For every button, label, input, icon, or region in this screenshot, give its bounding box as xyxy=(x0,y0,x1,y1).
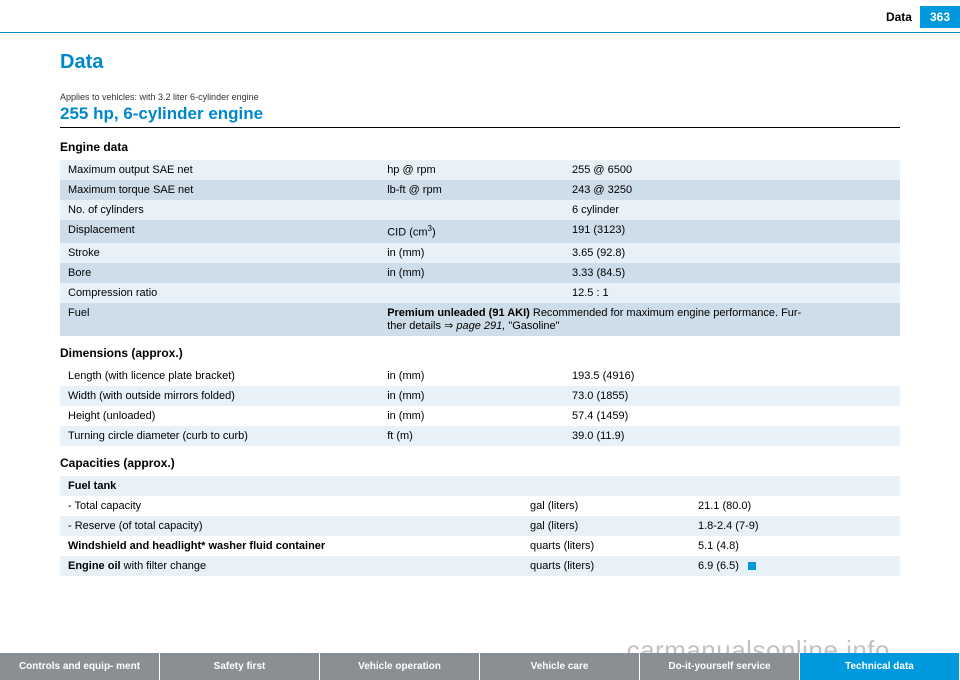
cell-unit: in (mm) xyxy=(379,243,564,263)
nav-care[interactable]: Vehicle care xyxy=(480,653,640,680)
table-row: Borein (mm)3.33 (84.5) xyxy=(60,263,900,283)
fuel-row: Fuel Premium unleaded (91 AKI) Recommend… xyxy=(60,303,900,336)
cell-label: Length (with licence plate bracket) xyxy=(60,366,379,386)
windshield-label: Windshield and headlight* washer fluid c… xyxy=(60,536,522,556)
cell-label: - Reserve (of total capacity) xyxy=(60,516,522,536)
table-row: Strokein (mm)3.65 (92.8) xyxy=(60,243,900,263)
engine-table: Maximum output SAE nethp @ rpm255 @ 6500… xyxy=(60,160,900,336)
fuel-l2b: page 291, xyxy=(456,320,505,332)
nav-safety[interactable]: Safety first xyxy=(160,653,320,680)
fuel-tank-label: Fuel tank xyxy=(60,476,522,496)
cell-unit: in (mm) xyxy=(379,386,564,406)
nav-operation[interactable]: Vehicle operation xyxy=(320,653,480,680)
cell-label: Displacement xyxy=(60,220,379,243)
applies-note: Applies to vehicles: with 3.2 liter 6-cy… xyxy=(60,92,900,102)
cell-unit: CID (cm3) xyxy=(379,220,564,243)
windshield-unit: quarts (liters) xyxy=(522,536,690,556)
table-row: Height (unloaded)in (mm)57.4 (1459) xyxy=(60,406,900,426)
cell-value: 243 @ 3250 xyxy=(564,180,900,200)
cell-value: 3.33 (84.5) xyxy=(564,263,900,283)
cell-unit: in (mm) xyxy=(379,366,564,386)
dimensions-heading: Dimensions (approx.) xyxy=(60,346,900,360)
capacities-table: Fuel tank - Total capacitygal (liters)21… xyxy=(60,476,900,576)
table-row: Turning circle diameter (curb to curb)ft… xyxy=(60,426,900,446)
table-row: No. of cylinders 6 cylinder xyxy=(60,200,900,220)
cell-value: 39.0 (11.9) xyxy=(564,426,900,446)
cell-unit: hp @ rpm xyxy=(379,160,564,180)
bottom-nav: Controls and equip- ment Safety first Ve… xyxy=(0,653,960,680)
table-row: DisplacementCID (cm3)191 (3123) xyxy=(60,220,900,243)
cell-value: 57.4 (1459) xyxy=(564,406,900,426)
cell-value: 3.65 (92.8) xyxy=(564,243,900,263)
arrow-icon: ⇒ xyxy=(444,320,456,332)
nav-diy[interactable]: Do-it-yourself service xyxy=(640,653,800,680)
cell-label: Width (with outside mirrors folded) xyxy=(60,386,379,406)
cell-unit: gal (liters) xyxy=(522,516,690,536)
table-row: Compression ratio 12.5 : 1 xyxy=(60,283,900,303)
table-row: Maximum output SAE nethp @ rpm255 @ 6500 xyxy=(60,160,900,180)
table-row: - Reserve (of total capacity)gal (liters… xyxy=(60,516,900,536)
fuel-l2a: ther details xyxy=(387,320,444,332)
oil-label: Engine oil with filter change xyxy=(60,556,522,576)
oil-label-rest: with filter change xyxy=(121,560,207,572)
cell-label: Maximum torque SAE net xyxy=(60,180,379,200)
table-row: Length (with licence plate bracket)in (m… xyxy=(60,366,900,386)
dimensions-table: Length (with licence plate bracket)in (m… xyxy=(60,366,900,446)
oil-label-bold: Engine oil xyxy=(68,560,121,572)
header-title: Data xyxy=(886,10,912,24)
cell-unit: lb-ft @ rpm xyxy=(379,180,564,200)
cell-unit xyxy=(379,283,564,303)
cell-value: 1.8-2.4 (7-9) xyxy=(690,516,900,536)
capacities-heading: Capacities (approx.) xyxy=(60,456,900,470)
end-marker-icon xyxy=(748,562,756,570)
cell-label: Height (unloaded) xyxy=(60,406,379,426)
cell-unit: in (mm) xyxy=(379,406,564,426)
engine-heading: Engine data xyxy=(60,140,900,154)
fuel-l2c: "Gasoline" xyxy=(505,320,559,332)
fuel-lead: Premium unleaded (91 AKI) xyxy=(387,307,530,319)
cell-label: Compression ratio xyxy=(60,283,379,303)
content: Data Applies to vehicles: with 3.2 liter… xyxy=(0,33,960,576)
page-number: 363 xyxy=(920,6,960,28)
cell-value: 193.5 (4916) xyxy=(564,366,900,386)
cell-value: 255 @ 6500 xyxy=(564,160,900,180)
cell-label: Turning circle diameter (curb to curb) xyxy=(60,426,379,446)
cell-value: 191 (3123) xyxy=(564,220,900,243)
header-bar: Data 363 xyxy=(0,0,960,33)
fuel-text: Premium unleaded (91 AKI) Recommended fo… xyxy=(379,303,900,336)
cell-unit: gal (liters) xyxy=(522,496,690,516)
subtitle: 255 hp, 6-cylinder engine xyxy=(60,104,900,128)
oil-value-text: 6.9 (6.5) xyxy=(698,560,739,572)
cell-value: 6 cylinder xyxy=(564,200,900,220)
cell-label: - Total capacity xyxy=(60,496,522,516)
nav-controls[interactable]: Controls and equip- ment xyxy=(0,653,160,680)
cell-label: Maximum output SAE net xyxy=(60,160,379,180)
cell-unit: ft (m) xyxy=(379,426,564,446)
fuel-label: Fuel xyxy=(60,303,379,336)
nav-technical[interactable]: Technical data xyxy=(800,653,960,680)
fuel-tank-header: Fuel tank xyxy=(60,476,900,496)
cell-value: 12.5 : 1 xyxy=(564,283,900,303)
oil-unit: quarts (liters) xyxy=(522,556,690,576)
cell-label: Bore xyxy=(60,263,379,283)
table-row: Width (with outside mirrors folded)in (m… xyxy=(60,386,900,406)
table-row: - Total capacitygal (liters)21.1 (80.0) xyxy=(60,496,900,516)
cell-label: No. of cylinders xyxy=(60,200,379,220)
page-title: Data xyxy=(60,51,900,74)
oil-value: 6.9 (6.5) xyxy=(690,556,900,576)
cell-unit xyxy=(379,200,564,220)
windshield-value: 5.1 (4.8) xyxy=(690,536,900,556)
windshield-row: Windshield and headlight* washer fluid c… xyxy=(60,536,900,556)
fuel-rest: Recommended for maximum engine performan… xyxy=(530,307,801,319)
cell-label: Stroke xyxy=(60,243,379,263)
table-row: Maximum torque SAE netlb-ft @ rpm243 @ 3… xyxy=(60,180,900,200)
cell-value: 73.0 (1855) xyxy=(564,386,900,406)
cell-value: 21.1 (80.0) xyxy=(690,496,900,516)
oil-row: Engine oil with filter change quarts (li… xyxy=(60,556,900,576)
cell-unit: in (mm) xyxy=(379,263,564,283)
